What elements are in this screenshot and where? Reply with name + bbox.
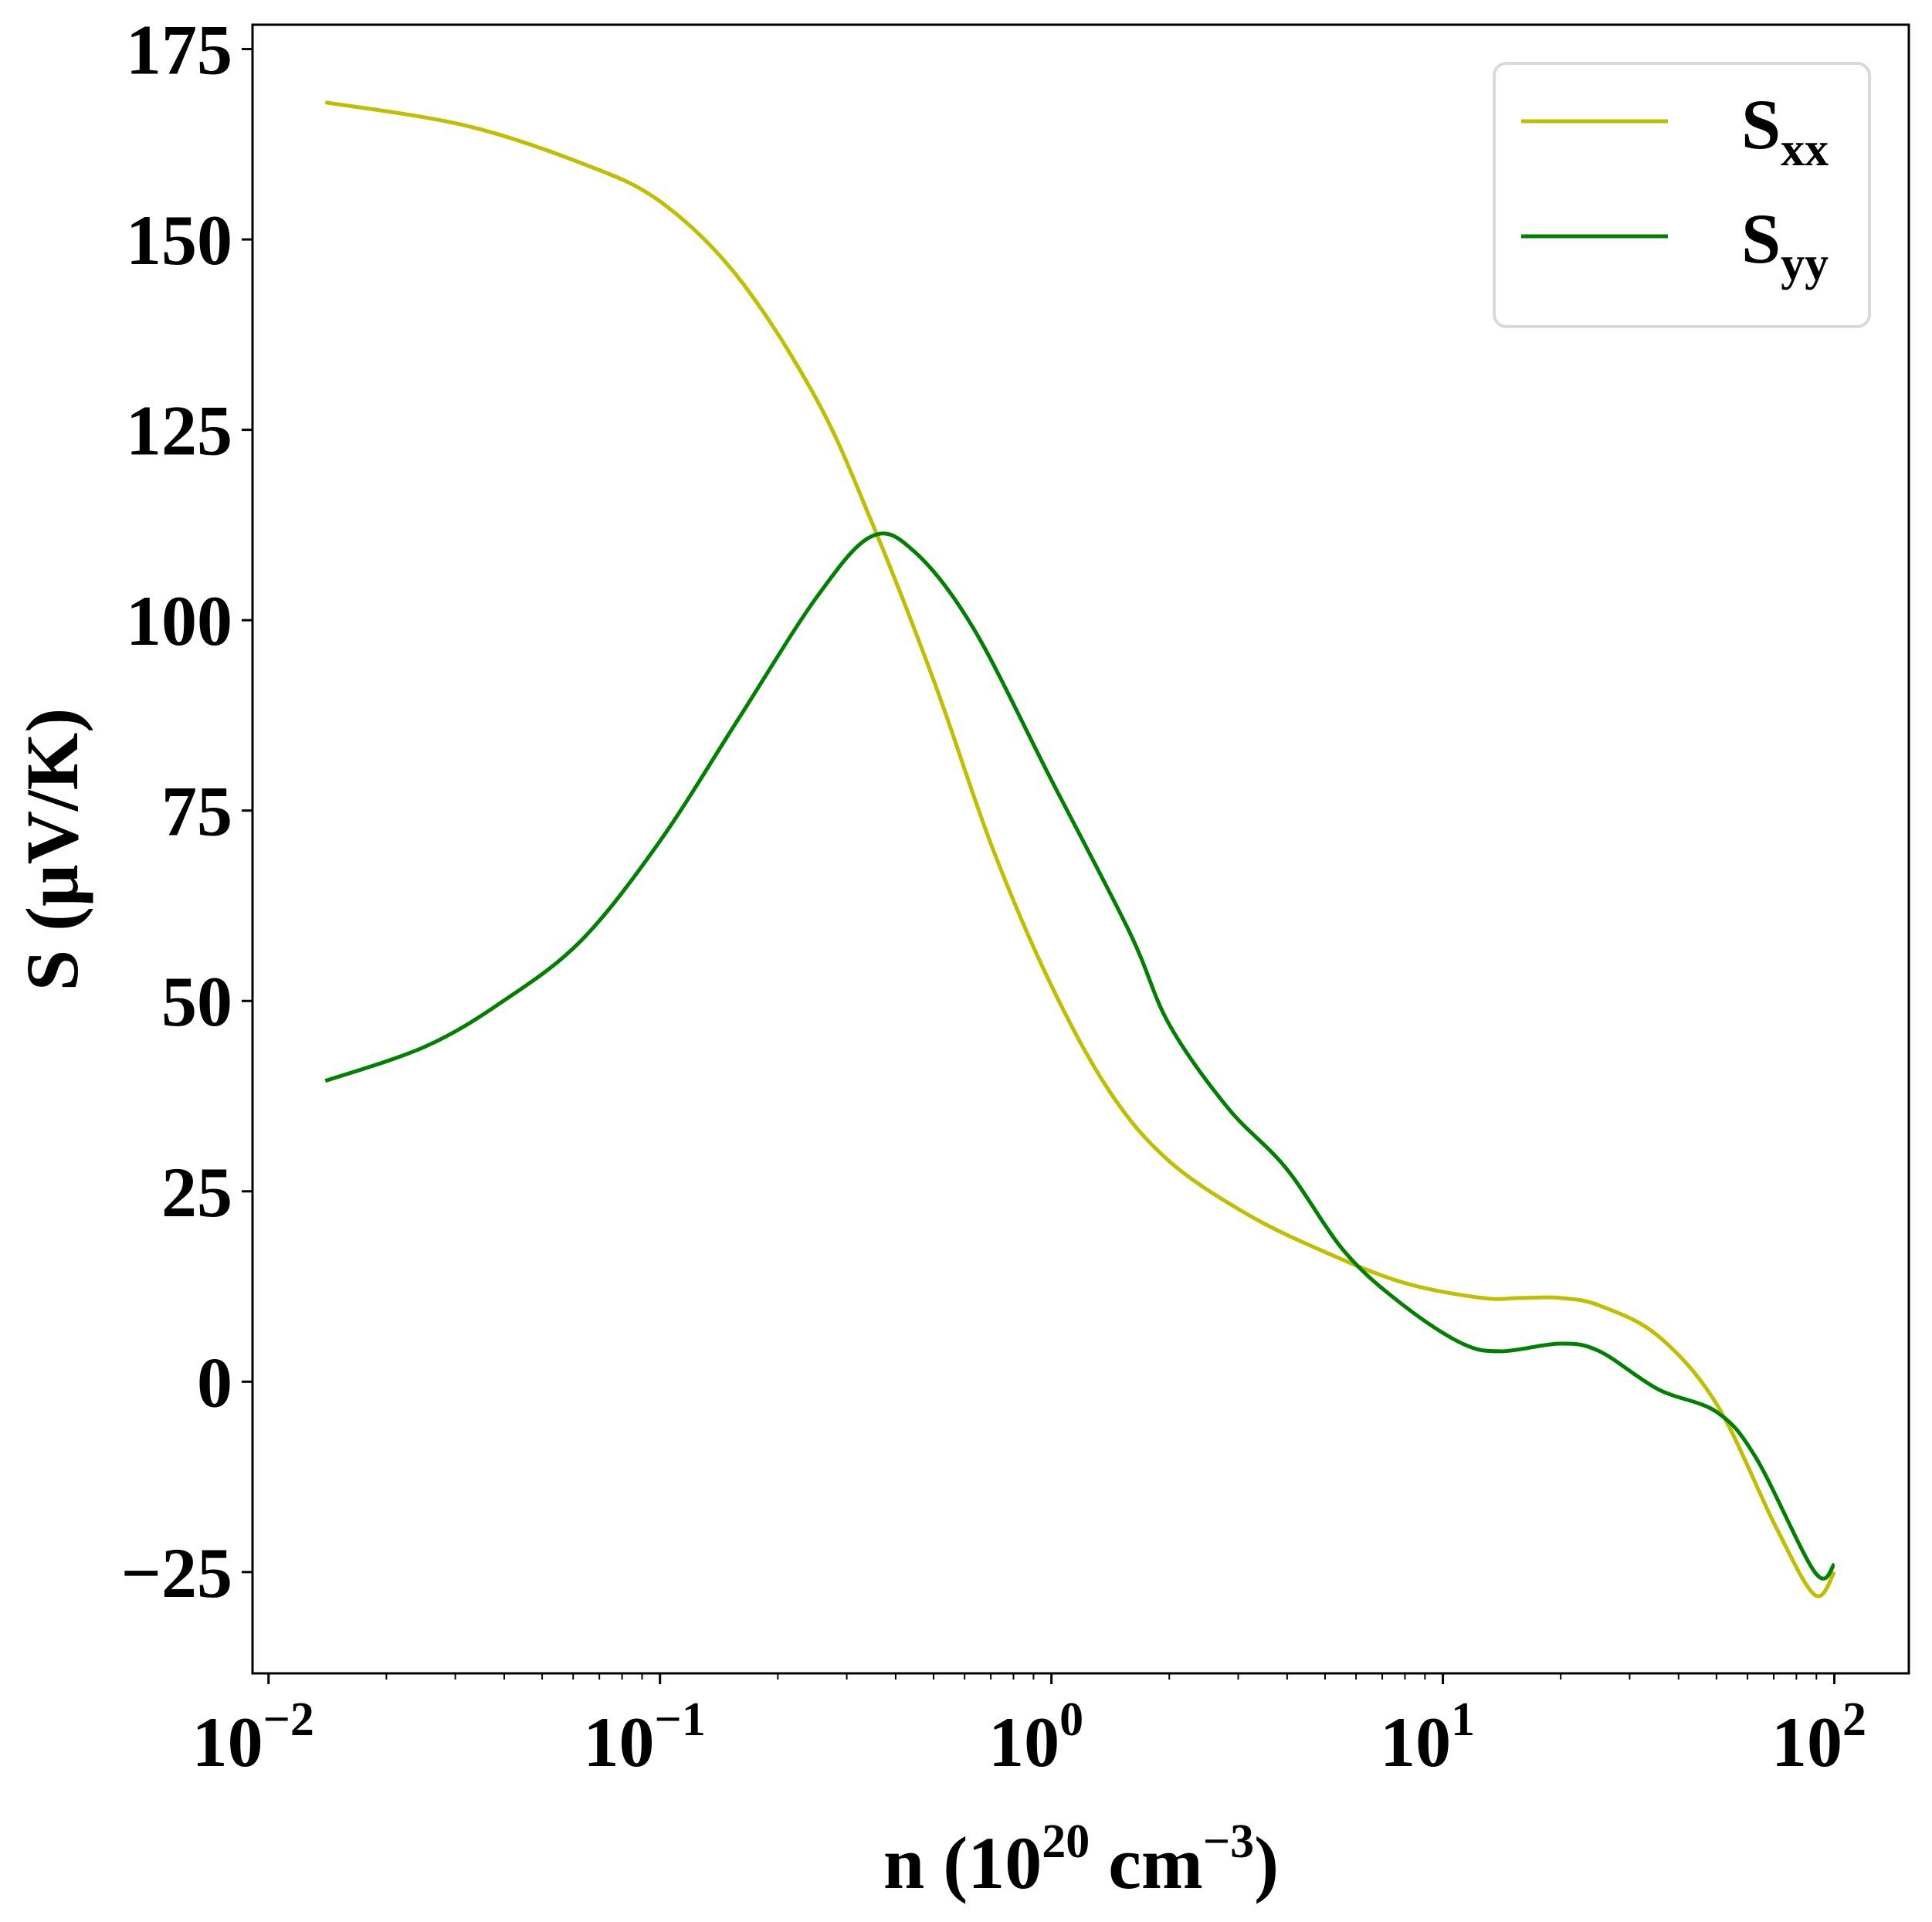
y-tick-label: 0 xyxy=(197,1343,232,1422)
x-tick-label: 102 xyxy=(1771,1693,1866,1781)
x-label-mid: cm xyxy=(1090,1822,1203,1904)
legend: Sxx Syy xyxy=(1493,62,1871,328)
x-label-main: n (10 xyxy=(883,1822,1042,1904)
series-line-sxx xyxy=(324,100,1836,1598)
y-tick-label: 150 xyxy=(126,201,232,280)
x-label-sup2: −3 xyxy=(1203,1815,1254,1868)
x-tick-label: 100 xyxy=(988,1693,1083,1781)
x-label-sup1: 20 xyxy=(1042,1815,1090,1868)
legend-label-sxx: Sxx xyxy=(1741,85,1829,176)
legend-box xyxy=(1493,62,1871,328)
y-axis-label: S (μV/K) xyxy=(11,708,93,991)
y-tick-label: −25 xyxy=(121,1534,232,1612)
x-tick-label: 101 xyxy=(1380,1693,1475,1781)
y-tick-label: 50 xyxy=(161,962,232,1041)
y-tick-label: 175 xyxy=(126,11,232,90)
plot-frame xyxy=(251,23,1910,1675)
y-tick-label: 75 xyxy=(161,772,232,851)
legend-label-syy: Syy xyxy=(1741,199,1829,290)
x-tick-label: 10−1 xyxy=(584,1693,706,1781)
x-label-end: ) xyxy=(1254,1822,1279,1904)
y-tick-label: 100 xyxy=(126,581,232,660)
y-tick-label: 125 xyxy=(126,392,232,470)
ticks-layer: −25 0 25 50 75 100 125 150 175 10−2 10−1 100 101 102 xyxy=(121,11,1866,1781)
series-line-syy xyxy=(324,531,1836,1581)
x-tick-label: 10−2 xyxy=(192,1693,314,1781)
x-axis-label: n (1020 cm−3) xyxy=(883,1815,1279,1904)
series-layer xyxy=(324,100,1836,1598)
y-tick-label: 25 xyxy=(161,1153,232,1232)
